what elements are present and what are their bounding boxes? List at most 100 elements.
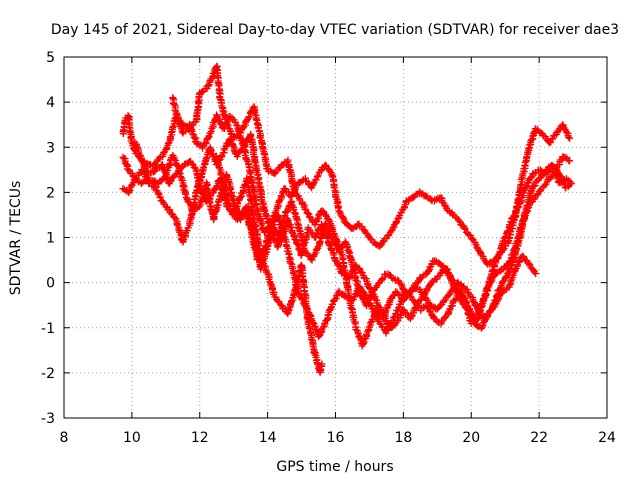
data-point xyxy=(392,310,400,317)
data-point xyxy=(316,237,324,245)
data-point xyxy=(339,256,347,263)
data-point xyxy=(257,249,265,257)
data-point xyxy=(313,173,321,181)
data-point xyxy=(311,350,319,358)
data-point xyxy=(125,187,133,195)
x-axis-label: GPS time / hours xyxy=(276,459,393,475)
data-point xyxy=(499,246,507,254)
data-point xyxy=(131,175,139,183)
data-point xyxy=(257,218,265,226)
data-point xyxy=(328,224,336,232)
data-point xyxy=(124,112,132,120)
data-point xyxy=(255,255,263,263)
data-point xyxy=(304,210,312,217)
data-point xyxy=(169,151,177,159)
data-point xyxy=(441,314,449,322)
series-track-e xyxy=(169,94,574,268)
data-point xyxy=(285,219,293,227)
data-point xyxy=(457,297,464,304)
data-point xyxy=(401,309,409,317)
data-point xyxy=(221,121,229,129)
data-point xyxy=(295,224,302,232)
data-point xyxy=(298,296,306,304)
data-point xyxy=(187,215,194,223)
data-point xyxy=(512,208,519,216)
data-point xyxy=(457,288,465,295)
data-point xyxy=(170,214,178,222)
data-point xyxy=(324,234,332,242)
data-point xyxy=(206,129,214,137)
y-tick-label: 4 xyxy=(46,95,55,111)
data-point xyxy=(253,206,261,214)
data-point xyxy=(254,120,261,128)
y-tick-label: -1 xyxy=(41,321,55,337)
data-point xyxy=(198,170,206,178)
data-point xyxy=(461,225,469,233)
y-axis-label: SDTVAR / TECUs xyxy=(8,181,24,296)
data-point xyxy=(351,291,359,298)
data-point xyxy=(565,133,572,141)
data-point xyxy=(512,247,520,255)
data-point xyxy=(457,221,465,229)
data-point xyxy=(133,143,141,151)
data-point xyxy=(341,271,349,279)
data-point xyxy=(532,270,540,278)
data-point xyxy=(278,302,286,310)
data-point xyxy=(345,248,353,256)
data-point xyxy=(260,150,268,158)
data-point xyxy=(207,128,215,135)
data-point xyxy=(510,217,518,225)
data-point xyxy=(489,266,497,274)
data-point xyxy=(530,268,538,276)
data-point xyxy=(291,209,299,217)
data-point xyxy=(532,179,539,187)
data-point xyxy=(283,207,291,215)
data-point xyxy=(527,174,535,182)
data-point xyxy=(425,267,433,275)
data-point xyxy=(275,235,283,243)
data-point xyxy=(396,300,404,308)
data-point xyxy=(225,178,233,186)
data-point xyxy=(248,178,255,186)
data-point xyxy=(309,319,317,327)
data-point xyxy=(360,339,367,347)
x-tick-label: 12 xyxy=(191,430,209,446)
data-point xyxy=(523,201,531,209)
data-point xyxy=(559,153,567,161)
data-point xyxy=(507,277,515,285)
data-point xyxy=(293,215,301,223)
data-point xyxy=(295,290,303,297)
data-point xyxy=(279,229,287,237)
data-point xyxy=(348,297,356,305)
x-tick-label: 20 xyxy=(462,430,480,446)
data-point xyxy=(302,206,310,214)
data-point xyxy=(321,211,329,219)
data-point xyxy=(468,235,476,243)
data-point xyxy=(326,167,334,175)
data-point xyxy=(246,173,254,181)
data-marks xyxy=(119,62,575,376)
data-point xyxy=(562,128,570,136)
x-tick-label: 18 xyxy=(394,430,412,446)
data-point xyxy=(477,324,485,332)
data-point xyxy=(220,184,228,191)
data-point xyxy=(433,195,441,203)
data-point xyxy=(507,262,515,270)
data-point xyxy=(566,157,574,165)
data-point xyxy=(380,312,388,320)
y-tick-label: 2 xyxy=(46,185,55,201)
data-point xyxy=(566,180,574,188)
data-point xyxy=(124,166,132,173)
data-point xyxy=(288,202,296,210)
data-point xyxy=(325,216,333,224)
data-point xyxy=(219,107,227,115)
data-point xyxy=(208,124,216,132)
data-point xyxy=(330,184,338,192)
data-point xyxy=(197,197,205,205)
data-point xyxy=(522,183,530,191)
data-point xyxy=(446,271,454,279)
axis-ticks xyxy=(63,56,608,419)
data-point xyxy=(566,134,574,142)
y-tick-label: -2 xyxy=(41,366,55,382)
